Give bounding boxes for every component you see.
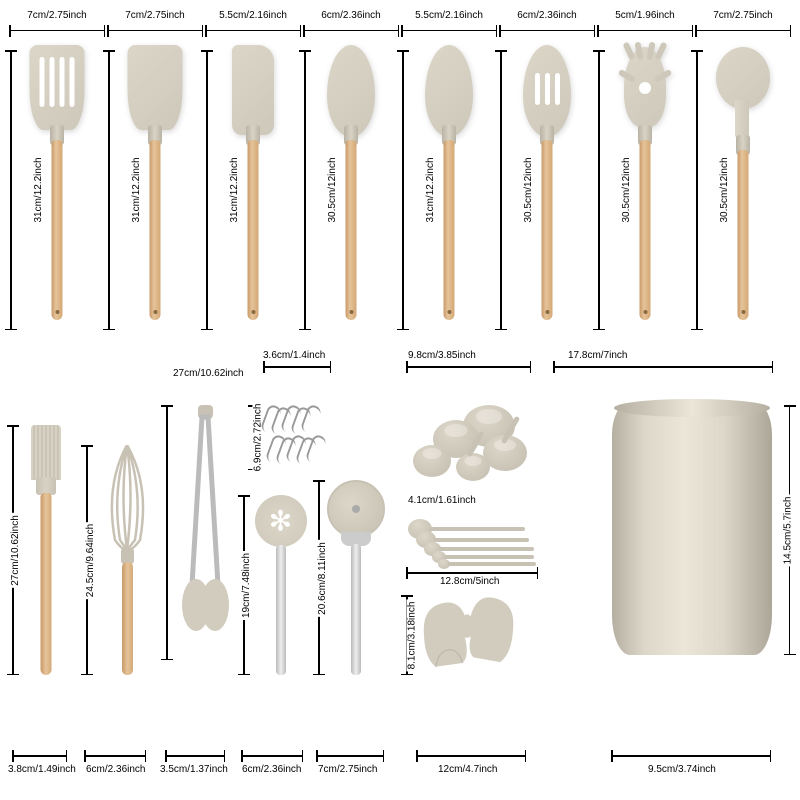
holder-top-label: 17.8cm/7inch — [568, 350, 627, 361]
top-width-labels: 7cm/2.75inch 7cm/2.75inch 5.5cm/2.16inch… — [8, 10, 792, 30]
solid-spoon — [419, 45, 479, 320]
dimension-line — [84, 755, 146, 757]
utensil-holder — [612, 405, 772, 655]
utensil-slot: 30.5cm/12inch — [498, 45, 596, 335]
basting-brush — [26, 425, 66, 675]
dimension-line — [165, 755, 225, 757]
utensil-slot: 31cm/12.2inch — [8, 45, 106, 335]
holder-height-label: 14.5cm/5.7inch — [783, 495, 794, 567]
tongs-height-label: 27cm/10.62inch — [173, 368, 244, 379]
measuring-cups — [408, 405, 533, 485]
dimension-line — [241, 755, 303, 757]
dimension-line — [316, 755, 384, 757]
dimension-line — [166, 405, 168, 660]
mitts-width-label: 12cm/4.7inch — [438, 764, 497, 775]
tongs-width-label: 3.5cm/1.37inch — [160, 764, 228, 775]
solid-turner — [125, 45, 185, 320]
dimension-line — [12, 755, 67, 757]
mcups-width-label: 9.8cm/3.85inch — [408, 350, 476, 361]
top-width-dimension-line — [8, 30, 792, 42]
spoon-spatula — [321, 45, 381, 320]
strainer-spoon — [253, 495, 308, 675]
width-label: 7cm/2.75inch — [106, 10, 204, 30]
utensil-slot: 30.5cm/12inch — [694, 45, 792, 335]
width-label: 5.5cm/2.16inch — [400, 10, 498, 30]
hooks-width-label: 3.6cm/1.4inch — [263, 350, 325, 361]
utensil-slot: 31cm/12.2inch — [400, 45, 498, 335]
strainer-height-label: 19cm/7.48inch — [241, 551, 252, 620]
pizza-cutter — [326, 480, 386, 675]
holder-width-label: 9.5cm/3.74inch — [648, 764, 716, 775]
pasta-server — [615, 45, 675, 320]
oven-mitts — [416, 590, 526, 675]
slotted-turner — [27, 45, 87, 320]
s-hooks — [264, 405, 334, 470]
hooks-height-label: 6.9cm/2.72inch — [252, 402, 263, 474]
height-dimension-line — [10, 50, 12, 330]
width-label: 7cm/2.75inch — [8, 10, 106, 30]
width-label: 5.5cm/2.16inch — [204, 10, 302, 30]
dimension-line — [611, 755, 771, 757]
measuring-spoons — [408, 515, 538, 565]
dimension-line — [406, 572, 538, 574]
dimension-line — [553, 366, 773, 368]
mcups-height-label: 4.1cm/1.61inch — [408, 495, 476, 506]
slotted-spoon — [517, 45, 577, 320]
pizza-width-label: 7cm/2.75inch — [318, 764, 377, 775]
ladle — [713, 45, 773, 320]
whisk — [100, 445, 155, 675]
utensil-slot: 31cm/12.2inch — [204, 45, 302, 335]
whisk-height-label: 24.5cm/9.64inch — [85, 522, 96, 599]
spatula — [223, 45, 283, 320]
dimension-line — [263, 366, 331, 368]
utensils-row: 31cm/12.2inch 31cm/12.2inch 31cm/12.2inc… — [8, 45, 792, 335]
dimension-line — [406, 366, 531, 368]
tongs — [178, 405, 233, 660]
width-label: 5cm/1.96inch — [596, 10, 694, 30]
brush-width-label: 3.8cm/1.49inch — [8, 764, 76, 775]
brush-height-label: 27cm/10.62inch — [10, 513, 21, 588]
whisk-width-label: 6cm/2.36inch — [86, 764, 145, 775]
dimension-line — [416, 755, 526, 757]
width-label: 6cm/2.36inch — [498, 10, 596, 30]
utensil-slot: 30.5cm/12inch — [596, 45, 694, 335]
width-label: 7cm/2.75inch — [694, 10, 792, 30]
utensil-slot: 31cm/12.2inch — [106, 45, 204, 335]
strainer-width-label: 6cm/2.36inch — [242, 764, 301, 775]
utensil-slot: 30.5cm/12inch — [302, 45, 400, 335]
bottom-section: 3.6cm/1.4inch 27cm/10.62inch 9.8cm/3.85i… — [8, 350, 792, 792]
width-label: 6cm/2.36inch — [302, 10, 400, 30]
bottom-width-labels: 3.8cm/1.49inch 6cm/2.36inch 3.5cm/1.37in… — [8, 764, 792, 792]
